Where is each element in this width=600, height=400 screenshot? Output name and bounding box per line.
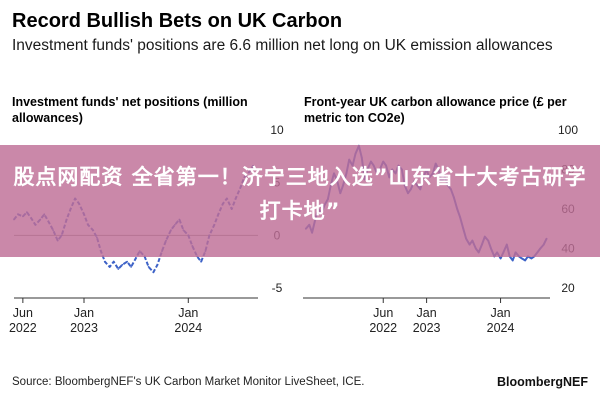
- x-tick-label: Jan: [178, 306, 198, 320]
- page-subtitle: Investment funds' positions are 6.6 mill…: [12, 37, 553, 54]
- data-point: [121, 263, 124, 266]
- y-tick-label: -5: [272, 281, 283, 295]
- page-title: Record Bullish Bets on UK Carbon: [12, 10, 343, 32]
- x-tick-label: Jan: [417, 306, 437, 320]
- data-point: [152, 271, 155, 274]
- data-point: [112, 260, 115, 263]
- data-point: [200, 260, 203, 263]
- x-tick-label: 2022: [9, 321, 37, 335]
- x-tick-label: 2023: [70, 321, 98, 335]
- x-tick-label: Jun: [13, 306, 33, 320]
- data-point: [530, 257, 533, 260]
- x-tick-label: 2022: [369, 321, 397, 335]
- data-point: [108, 266, 111, 268]
- data-point: [104, 260, 106, 263]
- y-tick-label: 100: [558, 123, 578, 137]
- chart-title-carbon-price: Front-year UK carbon allowance price (£ …: [304, 95, 567, 125]
- data-point: [499, 257, 502, 260]
- chart-title-net-positions: Investment funds' net positions (million…: [12, 95, 248, 125]
- data-point: [117, 268, 120, 270]
- promo-banner-text: 股点网配资 全省第一！济宁三地入选”山东省十大考古研学打卡地”: [13, 165, 587, 223]
- data-point: [524, 259, 526, 262]
- brand-logo: BloombergNEF: [497, 375, 588, 389]
- x-tick-label: 2024: [174, 321, 202, 335]
- x-tick-label: Jan: [74, 306, 94, 320]
- x-tick-label: 2024: [487, 321, 515, 335]
- promo-banner-overlay: [0, 145, 600, 257]
- data-point: [126, 260, 128, 263]
- x-tick-label: 2023: [413, 321, 441, 335]
- x-tick-label: Jan: [490, 306, 510, 320]
- data-point: [147, 266, 150, 268]
- data-point: [511, 259, 514, 262]
- data-point: [520, 257, 523, 260]
- data-point: [156, 263, 159, 266]
- y-tick-label: 20: [561, 281, 575, 295]
- x-tick-label: Jun: [373, 306, 393, 320]
- y-tick-label: 10: [270, 123, 284, 137]
- data-point: [134, 257, 137, 260]
- source-note: Source: BloombergNEF's UK Carbon Market …: [12, 376, 365, 388]
- data-point: [130, 266, 133, 268]
